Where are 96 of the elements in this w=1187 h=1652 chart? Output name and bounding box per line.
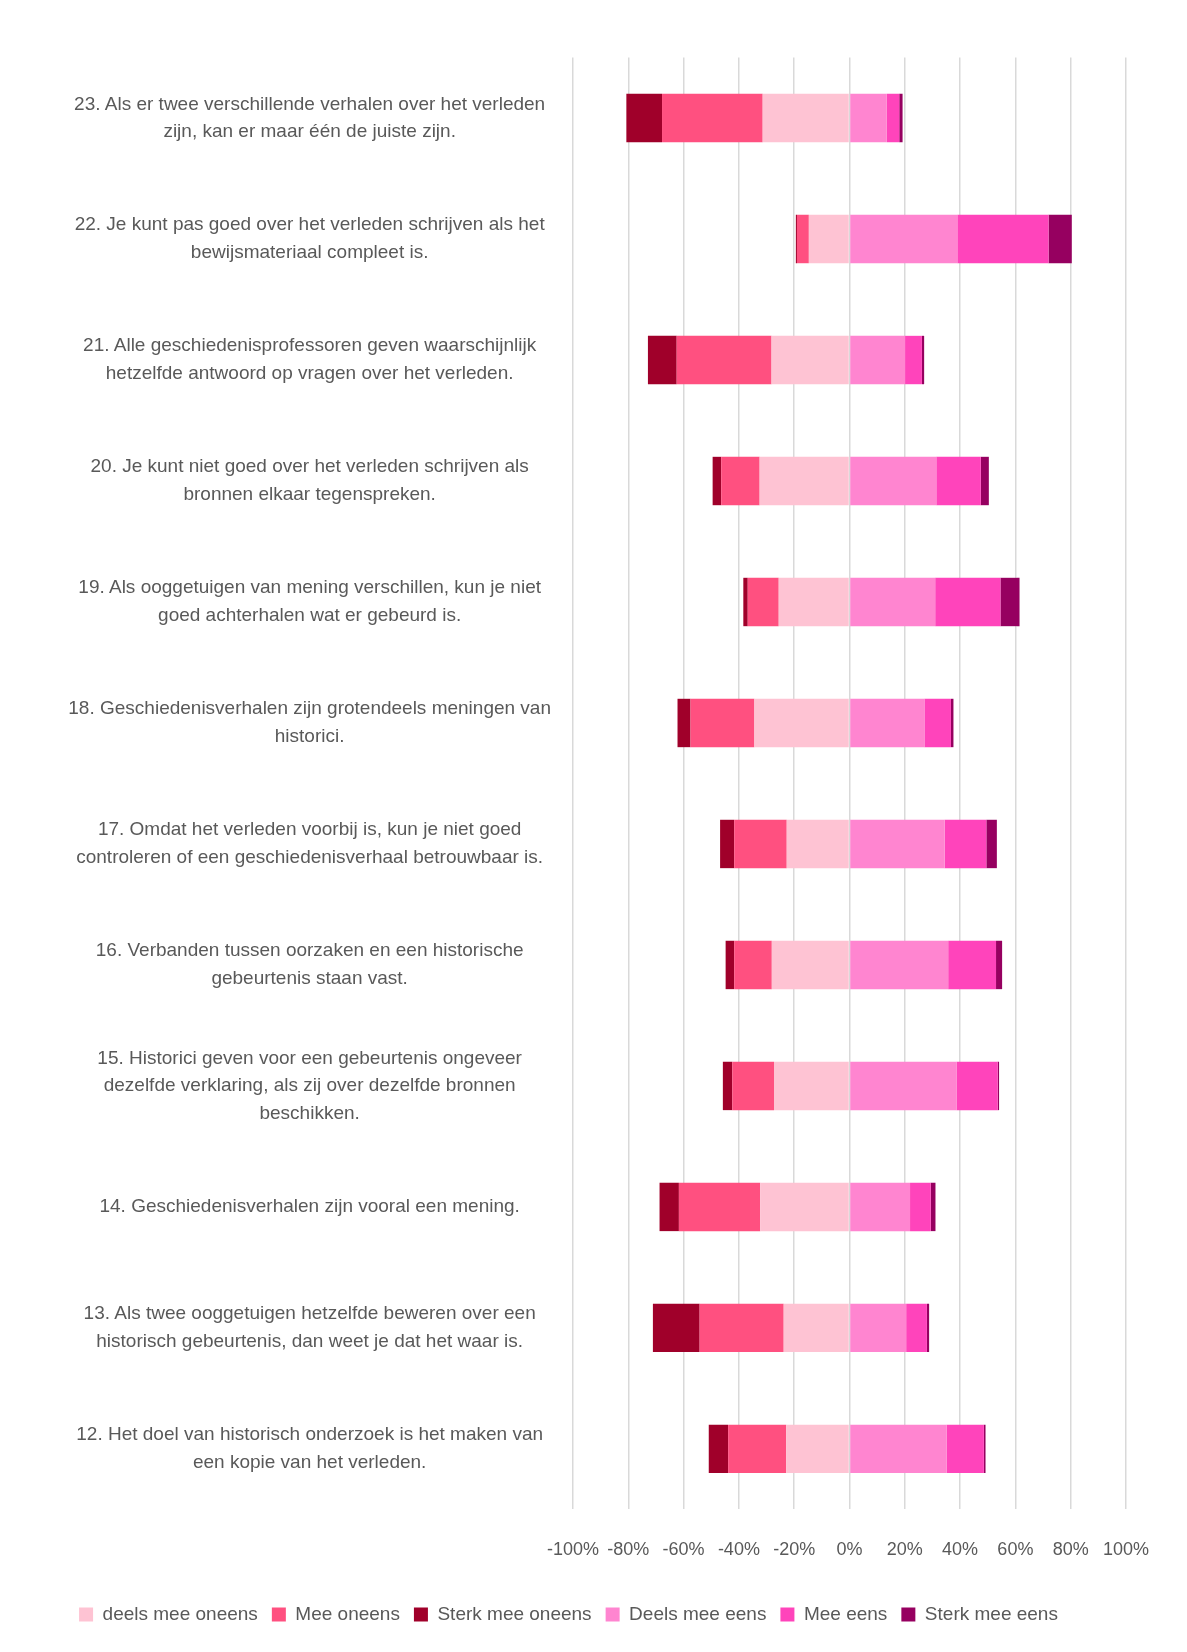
bar <box>936 456 981 506</box>
bar <box>796 214 809 264</box>
bar <box>980 456 989 506</box>
bar <box>662 93 763 143</box>
x-tick-label: 60% <box>997 1539 1034 1560</box>
bar <box>699 1303 784 1353</box>
bar <box>762 93 849 143</box>
bar <box>786 1424 849 1474</box>
legend-label: Sterk mee oneens <box>437 1602 592 1624</box>
bar <box>935 577 1001 627</box>
x-tick-label: -80% <box>607 1539 650 1560</box>
bar <box>771 940 849 990</box>
bar <box>677 698 691 748</box>
y-tick-label: 13. Als twee ooggetuigen hetzelfde beweren over een historisch gebeurtenis, dan weet je dat het waar is. <box>83 1302 536 1351</box>
x-tick-label: -100% <box>546 1539 600 1560</box>
bar <box>759 456 849 506</box>
bar <box>778 577 849 627</box>
bar <box>786 819 849 869</box>
bar <box>783 1303 849 1353</box>
bar <box>850 577 936 627</box>
bar <box>754 698 849 748</box>
bar <box>850 698 925 748</box>
bar <box>722 1061 733 1111</box>
bar <box>774 1061 849 1111</box>
y-tick-label: 17. Omdat het verleden voorbij is, kun je niet goed controleren of een geschiedenisverhaal betrouwbaar is. <box>76 818 544 867</box>
x-tick-label: 40% <box>942 1539 979 1560</box>
bar <box>647 335 677 385</box>
bar <box>886 93 900 143</box>
legend-label: Sterk mee eens <box>924 1602 1058 1624</box>
bar <box>676 335 772 385</box>
bar <box>850 1061 957 1111</box>
y-tick-label: 23. Als er twee verschillende verhalen over het verleden zijn, kan er maar één de juiste zijn. <box>74 92 546 142</box>
bar <box>659 1182 679 1232</box>
bar <box>1000 577 1020 627</box>
legend-label: Deels mee eens <box>629 1602 767 1624</box>
y-tick-label: 16. Verbanden tussen oorzaken en een historische gebeurtenis staan vast. <box>95 939 524 988</box>
bar <box>808 214 849 264</box>
y-tick-label: 15. Historici geven voor een gebeurtenis ongeveer dezelfde verklaring, als zij over dezelfde bronnen beschikken. <box>97 1046 523 1123</box>
bar <box>850 1424 947 1474</box>
bar <box>678 1182 761 1232</box>
legend-label: Mee eens <box>803 1602 888 1624</box>
bar <box>926 1303 930 1353</box>
x-tick-label: -60% <box>662 1539 705 1560</box>
bar <box>850 1303 907 1353</box>
y-tick-label: 14. Geschiedenisverhalen zijn vooral een mening. <box>99 1195 520 1217</box>
bar <box>910 1182 931 1232</box>
bar <box>760 1182 849 1232</box>
bar <box>728 1424 787 1474</box>
y-tick-label: 19. Als ooggetuigen van mening verschillen, kun je niet goed achterhalen wat er gebeurd is. <box>78 576 542 625</box>
bar <box>626 93 663 143</box>
bar <box>906 1303 927 1353</box>
x-tick-label: 80% <box>1052 1539 1089 1560</box>
bar <box>1048 214 1072 264</box>
bar <box>712 456 722 506</box>
bar <box>850 214 958 264</box>
y-tick-label: 12. Het doel van historisch onderzoek is het maken van een kopie van het verleden. <box>76 1423 544 1472</box>
bar <box>734 940 772 990</box>
bar <box>957 214 1049 264</box>
y-tick-label: 21. Alle geschiedenisprofessoren geven waarschijnlijk hetzelfde antwoord op vragen over het verleden. <box>83 334 537 384</box>
bar <box>850 335 906 385</box>
bar <box>944 819 987 869</box>
bar <box>850 819 945 869</box>
legend-label: Mee oneens <box>295 1602 400 1624</box>
bar <box>850 1182 911 1232</box>
legend-label: deels mee oneens <box>102 1602 258 1624</box>
bar <box>996 940 1003 990</box>
bar <box>948 940 997 990</box>
bar <box>743 577 748 627</box>
bar <box>732 1061 775 1111</box>
bar <box>986 819 997 869</box>
bar <box>708 1424 729 1474</box>
bar <box>771 335 849 385</box>
bar <box>899 93 903 143</box>
x-tick-label: 100% <box>1102 1539 1149 1560</box>
y-tick-label: 22. Je kunt pas goed over het verleden schrijven als het bewijsmateriaal compleet is. <box>74 213 546 263</box>
bar <box>850 940 949 990</box>
bar <box>956 1061 998 1111</box>
bar <box>690 698 755 748</box>
bar <box>921 335 925 385</box>
x-tick-label: 0% <box>836 1539 863 1560</box>
bar <box>850 456 937 506</box>
x-tick-label: 20% <box>886 1539 923 1560</box>
x-tick-label: -40% <box>717 1539 760 1560</box>
y-tick-label: 20. Je kunt niet goed over het verleden schrijven als bronnen elkaar tegenspreken. <box>90 455 529 505</box>
bar <box>734 819 787 869</box>
x-tick-label: -20% <box>773 1539 816 1560</box>
bar <box>850 93 887 143</box>
bar <box>725 940 735 990</box>
bar <box>652 1303 700 1353</box>
y-tick-label: 18. Geschiedenisverhalen zijn grotendeels meningen van historici. <box>68 697 551 746</box>
bar <box>905 335 922 385</box>
bar <box>946 1424 984 1474</box>
bar <box>747 577 779 627</box>
bar <box>924 698 951 748</box>
bar <box>721 456 760 506</box>
bar <box>720 819 735 869</box>
